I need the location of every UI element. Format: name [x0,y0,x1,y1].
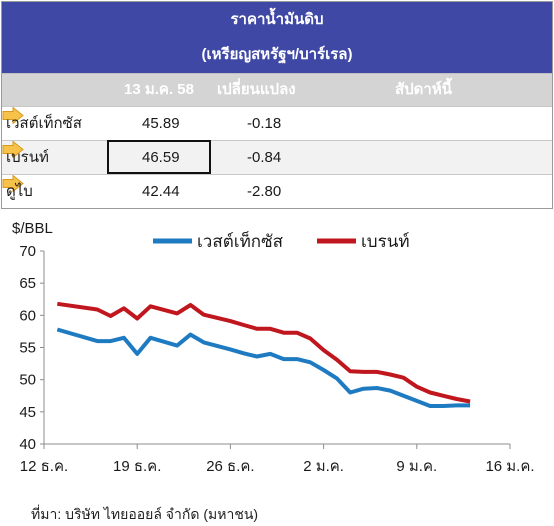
selected-cell-border [107,140,211,174]
y-tick-label: 45 [19,404,36,421]
table-row: เบรนท์ 46.59 -0.84 [2,140,552,174]
series-line-2 [57,301,471,404]
y-tick-label: 60 [19,307,36,324]
y-tick-label: 40 [19,436,36,453]
crude-price-table: ราคาน้ำมันดิบ (เหรียญสหรัฐฯ/บาร์เรล) 13 … [1,1,553,209]
chart-axes: 40 45 50 55 60 65 70 12 ธ.ค. 19 ธ.ค. 26 ธ.ค. 2 ม.ค… [12,220,535,475]
right-arrow-icon [2,140,24,159]
x-tick-label: 9 ม.ค. [396,458,437,475]
chart-legend: เวสต์เท็กซัส เบรนท์ [153,230,410,251]
right-arrow-icon [2,106,24,125]
row-price: 42.44 [142,183,180,200]
chart-series [56,301,471,408]
col-header-weekly: สัปดาห์นี้ [395,81,452,98]
row-change: -0.84 [247,149,282,166]
legend-label: เวสต์เท็กซัส [197,230,284,251]
source-note: ที่มา: บริษัท ไทยออยล์ จำกัด (มหาชน) [31,506,259,522]
row-change: -0.18 [247,115,282,132]
col-header-date: 13 ม.ค. 58 [124,81,194,98]
x-tick-label: 2 ม.ค. [303,458,344,475]
y-tick-label: 65 [19,275,36,292]
table-title: ราคาน้ำมันดิบ [2,2,552,37]
x-tick-label: 16 ม.ค. [485,458,534,475]
row-name: ดูไบ [6,183,33,200]
crude-price-line-chart: 40 45 50 55 60 65 70 12 ธ.ค. 19 ธ.ค. 26 ธ.ค. 2 ม.ค… [12,220,535,475]
x-tick-label: 12 ธ.ค. [20,458,68,475]
table-header-row: 13 ม.ค. 58 เปลี่ยนแปลง สัปดาห์นี้ [2,73,552,106]
y-tick-label: 70 [19,243,36,260]
table-subtitle: (เหรียญสหรัฐฯ/บาร์เรล) [2,37,552,73]
legend-label: เบรนท์ [361,232,410,251]
row-price: 46.59 [142,149,180,166]
table-row: เวสต์เท็กซัส 45.89 -0.18 [2,106,552,140]
col-header-change: เปลี่ยนแปลง [217,81,296,98]
row-change: -2.80 [247,183,282,200]
series-line-1 [56,327,471,408]
x-tick-label: 26 ธ.ค. [206,458,254,475]
x-tick-label: 19 ธ.ค. [113,458,161,475]
right-arrow-icon [2,174,24,193]
row-name: เบรนท์ [6,149,49,166]
row-price: 45.89 [142,115,180,132]
row-name: เวสต์เท็กซัส [6,115,82,132]
y-tick-label: 50 [19,372,36,389]
y-tick-label: 55 [19,340,36,357]
table-row: ดูไบ 42.44 -2.80 [2,174,552,208]
y-axis-label: $/BBL [12,220,53,237]
